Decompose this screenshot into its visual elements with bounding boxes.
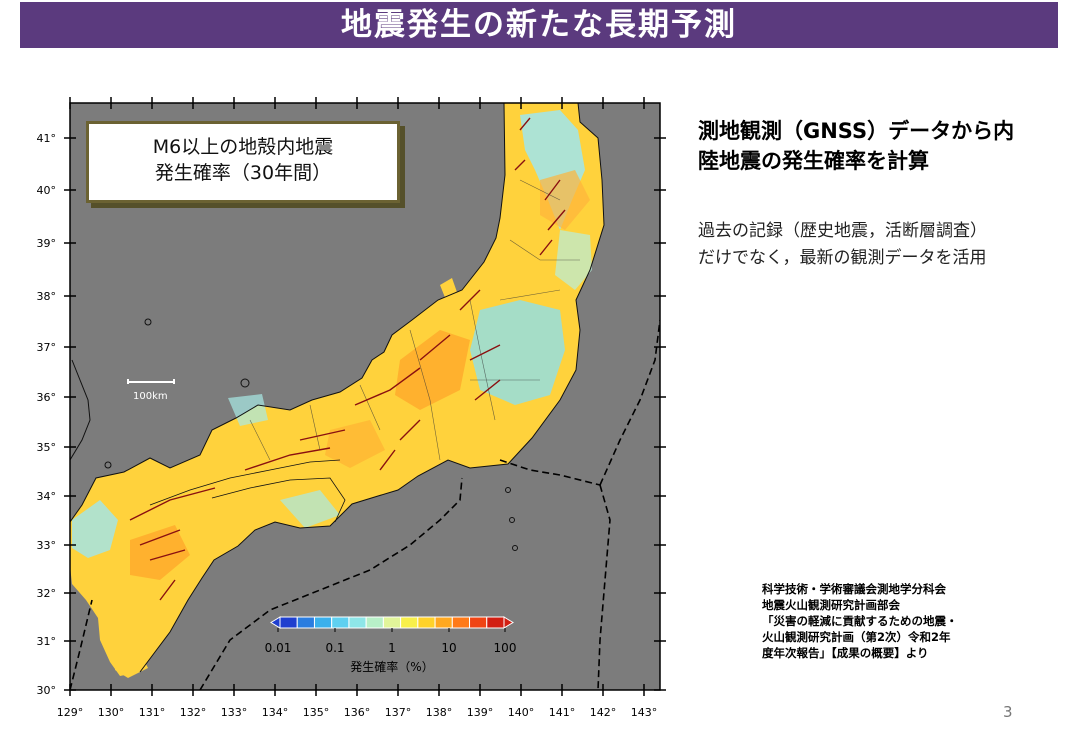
title-bar: 地震発生の新たな長期予測 [20,2,1058,48]
lat-label: 35° [37,441,57,454]
lon-label: 129° [57,706,84,719]
ocean-trench-nankai [199,477,463,690]
source-line: 度年次報告」【成果の概要】より [762,646,929,660]
legend-title-line1: M6以上の地殻内地震 [152,136,334,158]
lat-label: 40° [37,184,57,197]
lat-label: 39° [37,237,57,250]
lon-label: 131° [139,706,166,719]
lat-label: 32° [37,587,57,600]
colorbar-tick-label: 0.1 [325,641,344,655]
colorbar-segment [331,616,350,629]
lon-label: 137° [385,706,412,719]
high-probability-patch-central [395,330,470,410]
scale-bar [127,379,175,384]
heading-line: 測地観測（GNSS）データから内 [698,119,1015,143]
high-probability-patch-north [540,170,590,230]
island-miyake [509,517,515,523]
low-probability-patch-shikoku [280,490,340,528]
lat-label: 33° [37,539,57,552]
island-okushiri [144,318,152,326]
prefecture-boundaries [249,179,580,461]
lat-label: 41° [37,132,57,145]
scale-bar-label: 100km [133,391,168,402]
lon-label: 142° [590,706,617,719]
desc-line: だけでなく，最新の観測データを活用 [698,248,987,268]
ocean-trench-izu [597,484,611,690]
latitude-ticks [64,137,666,691]
colorbar-segment [313,616,333,629]
source-line: 地震火山観測研究計画部会 [762,598,900,612]
lon-label: 143° [631,706,658,719]
low-probability-patch-kanto [470,300,565,405]
coastline-pacific [139,103,605,673]
panel-heading: 測地観測（GNSS）データから内 陸地震の発生確率を計算 [698,116,1014,176]
colorbar [270,616,514,632]
active-faults [129,117,566,601]
lon-label: 132° [180,706,207,719]
lon-label: 134° [262,706,289,719]
colorbar-segment [382,616,402,629]
high-probability-patch-kinki [325,420,385,468]
ocean-trench-okinawa [70,599,93,690]
map-legend-box: M6以上の地殻内地震 発生確率（30年間） [86,121,400,203]
colorbar-segment [469,616,488,629]
ocean-trench-sagami [499,459,601,486]
island-tsushima [104,461,112,469]
landmass-western-japan [70,103,604,676]
source-citation: 科学技術・学術審議会測地学分科会 地震火山観測研究計画部会 「災害の軽減に貢献す… [762,581,958,661]
colorbar-tick-label: 10 [441,641,456,655]
colorbar-segment [417,616,436,629]
island-sado [440,278,458,300]
longitude-ticks [69,97,645,696]
lon-label: 141° [549,706,576,719]
lon-label: 138° [426,706,453,719]
colorbar-tick-label: 100 [494,641,517,655]
lon-label: 135° [303,706,330,719]
lon-label: 133° [221,706,248,719]
lat-label: 37° [37,341,57,354]
colorbar-segment [296,616,315,629]
heading-line: 陸地震の発生確率を計算 [698,149,929,173]
colorbar-segment [365,616,384,629]
lon-label: 136° [344,706,371,719]
source-line: 「災害の軽減に貢献するための地震・ [762,614,958,628]
colorbar-segment [348,616,367,629]
island-oki [240,378,250,388]
colorbar-max-arrow [503,616,514,629]
colorbar-tick-label: 0.01 [265,641,292,655]
island-izu-oshima [505,487,511,493]
source-line: 科学技術・学術審議会測地学分科会 [762,582,946,596]
high-probability-patch-kyushu [130,525,190,580]
page-number: 3 [1003,703,1013,721]
lon-label: 140° [508,706,535,719]
colorbar-segment [434,616,453,629]
coastline-korea [70,359,91,461]
lat-label: 36° [37,391,57,404]
source-line: 火山観測研究計画（第2次）令和2年 [762,630,951,644]
lon-label: 139° [467,706,494,719]
lat-label: 34° [37,490,57,503]
island-tanegashima [115,652,148,678]
island-hachijo [512,545,518,551]
colorbar-segment [486,616,505,629]
coastline-shikoku [211,477,346,523]
lat-label: 31° [37,635,57,648]
lat-label: 30° [37,684,57,697]
desc-line: 過去の記録（歴史地震，活断層調査） [698,221,987,241]
low-probability-patch-chugoku [228,394,268,426]
lat-label: 38° [37,290,57,303]
colorbar-segment [451,616,471,629]
slide-title: 地震発生の新たな長期予測 [341,7,737,43]
colorbar-segment [279,616,298,629]
coastline-seto [149,459,341,506]
coastline [70,103,506,523]
lon-label: 130° [98,706,125,719]
colorbar-tick-label: 1 [388,641,396,655]
legend-title-line2: 発生確率（30年間） [154,162,332,184]
colorbar-segment [400,616,419,629]
ocean-trench-japan [599,319,660,486]
colorbar-label: 発生確率（%） [350,659,433,674]
low-probability-patch-kyushu [72,500,118,558]
panel-description: 過去の記録（歴史地震，活断層調査） だけでなく，最新の観測データを活用 [698,218,987,272]
